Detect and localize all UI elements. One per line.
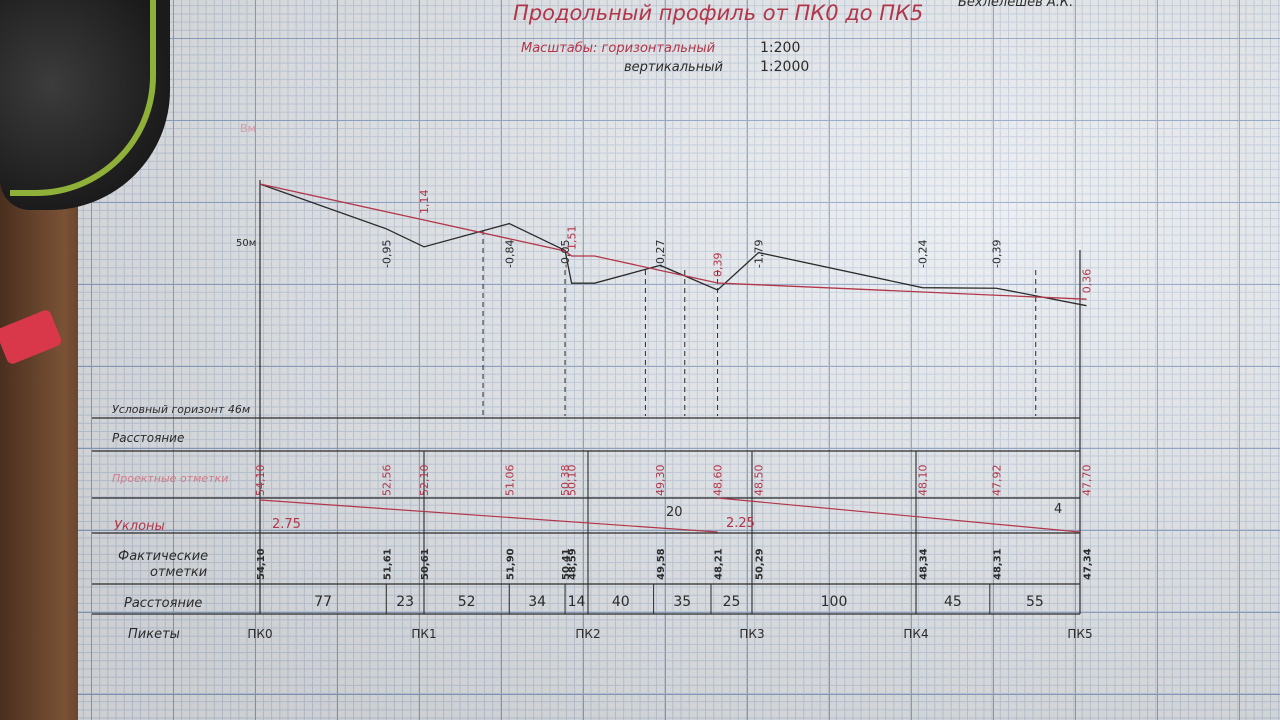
row-label-actual-marks-1: Фактические: [118, 549, 208, 564]
picket-label: ПК2: [575, 627, 600, 641]
actual-mark-label: 51,61: [382, 548, 393, 580]
picket-label: ПК3: [739, 627, 764, 641]
row-label-pickets: Пикеты: [128, 627, 180, 642]
design-line: [259, 183, 1087, 300]
row-label-distance-top: Расстояние: [112, 431, 184, 445]
design-mark-label: 54,10: [254, 465, 267, 497]
picket-label: ПК1: [411, 627, 436, 641]
actual-mark-label: 48,34: [919, 548, 930, 580]
design-mark-label: 51,06: [503, 465, 516, 497]
slope-label: 4: [1054, 502, 1062, 517]
row-label-design-marks: Проектные отметки: [112, 472, 228, 485]
distance-value: 55: [1026, 594, 1044, 610]
slope-line: [717, 497, 1081, 533]
design-mark-label: 48,60: [712, 465, 725, 497]
distance-value: 52: [458, 594, 476, 610]
working-mark: -0,39: [990, 240, 1003, 268]
design-mark-label: 49,30: [654, 465, 667, 497]
design-mark-label: 48,10: [917, 465, 930, 497]
working-mark: -0,24: [917, 240, 930, 268]
actual-mark-label: 50,41: [561, 548, 572, 580]
distance-value: 25: [723, 594, 741, 610]
actual-mark-label: 48,21: [714, 548, 725, 580]
working-mark: -0,05: [559, 240, 572, 268]
distance-value: 100: [821, 594, 848, 610]
design-mark-label: 50,38: [559, 465, 572, 497]
row-label-actual-marks-2: отметки: [150, 565, 207, 580]
actual-mark-label: 47,34: [1083, 548, 1094, 580]
vertical-scale-value: 1:2000: [760, 59, 809, 75]
working-mark: -0,84: [503, 240, 516, 268]
picket-label: ПК0: [247, 627, 272, 641]
actual-mark-label: 51,90: [505, 548, 516, 580]
design-mark-label: 47,70: [1081, 465, 1094, 497]
picket-label: ПК4: [903, 627, 928, 641]
distance-value: 35: [673, 594, 691, 610]
distance-value: 34: [528, 594, 546, 610]
actual-mark-label: 48,31: [992, 548, 1003, 580]
actual-mark-label: 48,59: [568, 548, 579, 580]
design-mark-label: 50,10: [566, 465, 579, 497]
working-mark: 0,36: [1081, 269, 1094, 294]
design-mark-label: 48,50: [753, 465, 766, 497]
actual-mark-label: 50,29: [755, 548, 766, 580]
working-mark: 1,51: [566, 226, 579, 251]
slope-label: 2.25: [726, 516, 755, 531]
working-mark: 1,14: [418, 190, 431, 215]
working-mark: -0,27: [654, 240, 667, 268]
distance-value: 14: [568, 594, 586, 610]
working-mark: -0,95: [380, 240, 393, 268]
slope-line: [259, 499, 718, 533]
distance-value: 77: [314, 594, 332, 610]
design-mark-label: 47,92: [990, 465, 1003, 497]
actual-mark-label: 49,58: [656, 548, 667, 580]
row-label-slopes: Уклоны: [114, 519, 165, 534]
actual-ground-line: [259, 183, 1087, 307]
author-name: Бехлелешев А.К.: [958, 0, 1073, 10]
row-label-distance: Расстояние: [124, 596, 202, 611]
actual-mark-label: 50,61: [420, 548, 431, 580]
design-mark-label: 52,56: [380, 465, 393, 497]
drawing-title: Продольный профиль от ПК0 до ПК5: [513, 1, 923, 25]
row-label-conditional-horizon: Условный горизонт 46м: [112, 403, 250, 416]
design-mark-label: 52,10: [418, 465, 431, 497]
vertical-scale-label: вертикальный: [624, 60, 723, 75]
working-mark: -1,79: [753, 240, 766, 268]
slope-label: 2.75: [272, 517, 301, 532]
axis-top-label: Вм: [240, 122, 256, 135]
slope-label: 20: [666, 505, 683, 520]
picket-label: ПК5: [1067, 627, 1092, 641]
scales-label: Масштабы: горизонтальный: [521, 41, 715, 56]
distance-value: 45: [944, 594, 962, 610]
axis-50-label: 50м: [236, 238, 256, 249]
horizontal-scale-value: 1:200: [760, 40, 800, 56]
distance-value: 40: [612, 594, 630, 610]
working-mark: 0,39: [712, 253, 725, 278]
actual-mark-label: 54,10: [256, 548, 267, 580]
distance-value: 23: [396, 594, 414, 610]
